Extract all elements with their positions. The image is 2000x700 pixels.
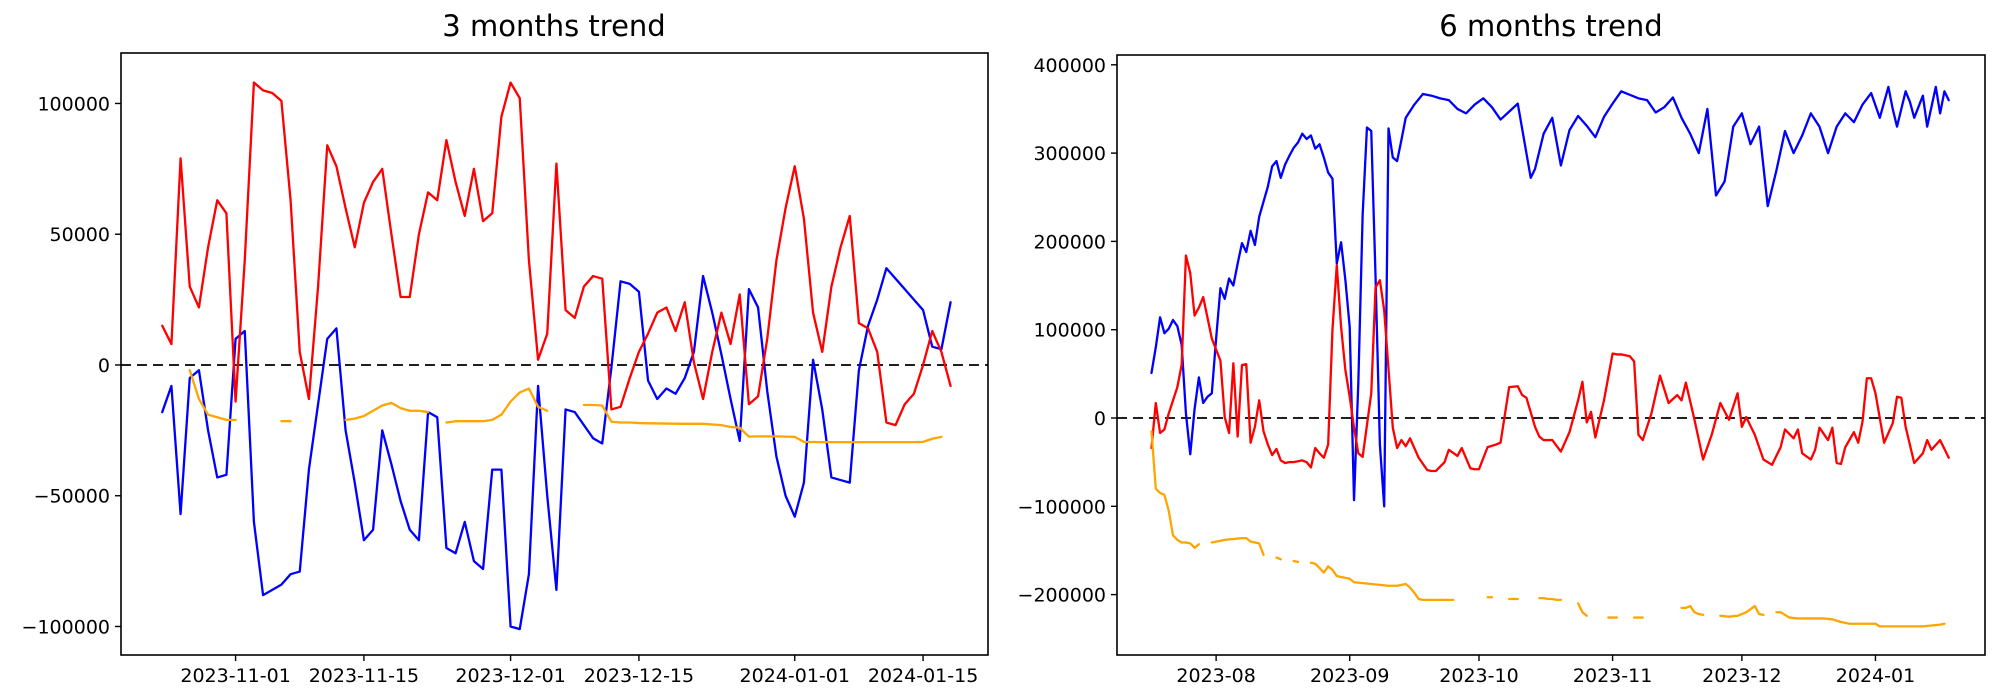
x-tick-label: 2024-01 (1836, 665, 1915, 687)
x-axis: 2023-11-01 2023-11-15 2023-12-01 2023-12-15… (180, 655, 978, 687)
y-tick-label: 200000 (1033, 231, 1106, 253)
y-axis: 400000 300000 200000 100000 0 −100000 −200000 (1018, 55, 1117, 607)
y-tick-label: 0 (98, 355, 110, 377)
x-axis: 2023-08 2023-09 2023-10 2023-11 2023-12 2024-… (1176, 655, 1915, 687)
y-tick-label: 50000 (50, 224, 110, 246)
x-tick-label: 2024-01-01 (740, 665, 850, 687)
y-tick-label: 100000 (1033, 320, 1106, 342)
chart-6-months-trend: 400000 300000 200000 100000 0 −100000 −200000 2… (1018, 54, 1986, 687)
series-group (161, 81, 952, 631)
blue-series-line (161, 267, 952, 631)
x-tick-label: 2023-11-15 (309, 665, 419, 687)
x-tick-label: 2023-11-01 (180, 665, 290, 687)
chart-title-3-months: 3 months trend (442, 9, 665, 43)
y-tick-label: −200000 (1018, 585, 1106, 607)
x-tick-label: 2023-12-01 (455, 665, 565, 687)
y-tick-label: −50000 (34, 486, 110, 508)
red-series-line (161, 81, 952, 427)
x-tick-label: 2023-12-15 (584, 665, 694, 687)
blue-series-line (1150, 85, 1950, 508)
y-tick-label: −100000 (22, 616, 110, 638)
y-tick-label: 400000 (1033, 55, 1106, 77)
plot-border (120, 52, 989, 656)
series-group (1150, 85, 1950, 628)
y-tick-label: −100000 (1018, 496, 1106, 518)
red-series-line (1150, 254, 1950, 473)
x-tick-label: 2024-01-15 (868, 665, 978, 687)
x-tick-label: 2023-12 (1702, 665, 1781, 687)
y-tick-label: 300000 (1033, 143, 1106, 165)
x-tick-label: 2023-10 (1439, 665, 1518, 687)
x-tick-label: 2023-09 (1310, 665, 1389, 687)
orange-series-line (1150, 430, 1946, 628)
y-tick-label: 0 (1094, 408, 1106, 430)
orange-series-line (188, 369, 943, 444)
chart-title-6-months: 6 months trend (1439, 9, 1662, 43)
y-tick-label: 100000 (37, 93, 110, 115)
plot-border (1116, 54, 1986, 656)
x-tick-label: 2023-11 (1573, 665, 1652, 687)
x-tick-label: 2023-08 (1176, 665, 1255, 687)
y-axis: 100000 50000 0 −50000 −100000 (22, 93, 121, 638)
